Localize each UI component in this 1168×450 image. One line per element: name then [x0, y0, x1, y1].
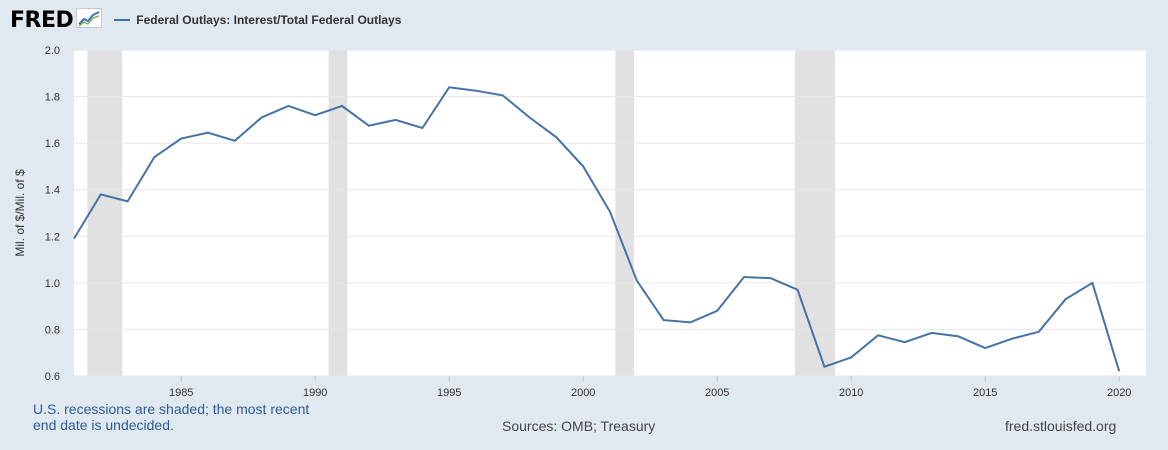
y-tick-label: 1.2	[45, 231, 60, 243]
x-tick-label: 2000	[571, 387, 595, 399]
y-axis-ticks: 0.6 0.8 1.0 1.2 1.4 1.6 1.8 2.0	[45, 45, 60, 383]
x-tick-label: 1990	[303, 387, 327, 399]
recession-band	[794, 50, 836, 376]
recession-band	[615, 50, 635, 376]
y-tick-label: 2.0	[45, 45, 60, 57]
legend-swatch	[114, 19, 131, 21]
y-tick-label: 1.0	[45, 278, 60, 290]
legend[interactable]: Federal Outlays: Interest/Total Federal …	[114, 13, 401, 27]
x-tick-label: 1995	[437, 387, 461, 399]
legend-label: Federal Outlays: Interest/Total Federal …	[136, 13, 402, 27]
x-tick-label: 2010	[839, 387, 863, 399]
recession-band	[328, 50, 348, 376]
x-axis-ticks: 1985 1990 1995 2000 2005 2010 2015 2020	[169, 376, 1131, 399]
x-tick-label: 2005	[705, 387, 729, 399]
recession-bands	[87, 50, 836, 376]
x-tick-label: 2020	[1107, 387, 1131, 399]
site-link[interactable]: fred.stlouisfed.org	[1005, 418, 1117, 434]
series-line[interactable]	[73, 86, 1121, 372]
x-tick-label: 2015	[973, 387, 997, 399]
y-axis-label: Mil. of $/Mil. of $	[13, 169, 27, 257]
graph-header: FRED Federal Outlays: Interest/Total Fed…	[10, 6, 401, 34]
gridlines	[74, 49, 1146, 377]
fred-logo-graph-icon	[76, 7, 103, 33]
y-tick-label: 0.6	[45, 371, 60, 383]
recession-note: U.S. recessions are shaded; the most rec…	[33, 401, 310, 433]
y-tick-label: 1.8	[45, 92, 60, 104]
recession-band	[87, 50, 123, 376]
y-tick-label: 1.4	[45, 185, 60, 197]
fred-logo[interactable]: FRED	[10, 7, 74, 33]
y-tick-label: 1.6	[45, 138, 60, 150]
x-tick-label: 1985	[169, 387, 193, 399]
y-tick-label: 0.8	[45, 324, 60, 336]
sources-note: Sources: OMB; Treasury	[502, 418, 656, 434]
